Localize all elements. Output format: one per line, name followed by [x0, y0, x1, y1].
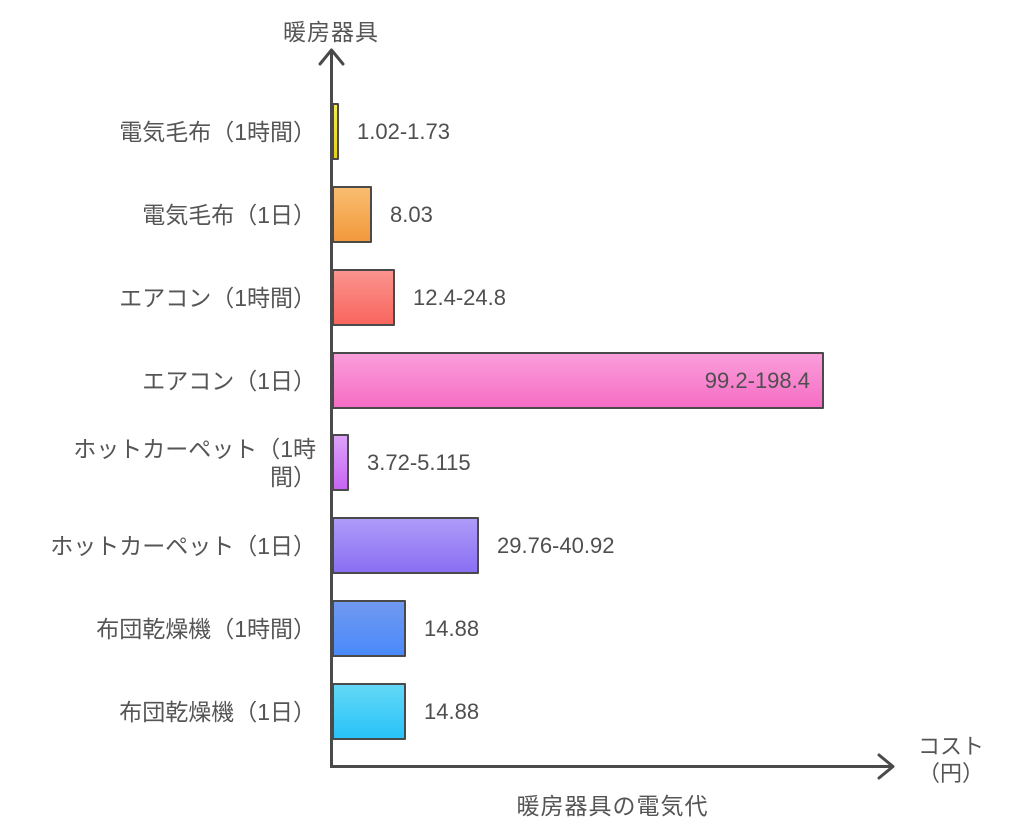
bar — [332, 683, 406, 740]
bar — [332, 269, 395, 326]
chart-caption: 暖房器具の電気代 — [516, 793, 709, 819]
bar-row: 布団乾燥機（1時間） 14.88 — [0, 600, 1013, 657]
category-label: 布団乾燥機（1日） — [119, 698, 316, 725]
value-label: 14.88 — [424, 615, 480, 641]
value-label: 29.76-40.92 — [497, 532, 615, 558]
category-label: 布団乾燥機（1時間） — [96, 615, 316, 642]
category-label: 電気毛布（1日） — [142, 201, 316, 228]
bar-row: 布団乾燥機（1日） 14.88 — [0, 683, 1013, 740]
y-axis-arrow-icon — [318, 48, 345, 66]
bar — [332, 103, 339, 160]
x-axis-title-line1: コスト — [917, 734, 984, 759]
x-axis-title-line2: （円） — [917, 761, 984, 786]
bar-row: ホットカーペット（1日） 29.76-40.92 — [0, 517, 1013, 574]
value-label: 3.72-5.115 — [367, 449, 471, 475]
category-label: 電気毛布（1時間） — [119, 118, 316, 145]
value-label: 99.2-198.4 — [704, 367, 810, 393]
category-label: ホットカーペット（1日） — [50, 532, 316, 559]
category-label: ホットカーペット（1時 間） — [73, 435, 316, 490]
value-label: 1.02-1.73 — [357, 118, 450, 144]
bar-row: エアコン（1時間） 12.4-24.8 — [0, 269, 1013, 326]
value-label: 14.88 — [424, 698, 480, 724]
x-axis-arrow-icon — [877, 753, 895, 780]
bar — [332, 434, 349, 491]
category-label: エアコン（1時間） — [119, 284, 316, 311]
y-axis-title: 暖房器具 — [283, 19, 379, 45]
bar — [332, 600, 406, 657]
x-axis-title: コスト （円） — [906, 733, 996, 787]
bar-row: エアコン（1日） 99.2-198.4 — [0, 352, 1013, 409]
bar-row: 電気毛布（1時間） 1.02-1.73 — [0, 103, 1013, 160]
bar-row: 電気毛布（1日） 8.03 — [0, 186, 1013, 243]
value-label: 8.03 — [390, 201, 433, 227]
bar — [332, 186, 372, 243]
bar — [332, 352, 824, 409]
bar-row: ホットカーペット（1時 間） 3.72-5.115 — [0, 434, 1013, 491]
value-label: 12.4-24.8 — [413, 284, 506, 310]
bar — [332, 517, 479, 574]
category-label: エアコン（1日） — [142, 367, 316, 394]
